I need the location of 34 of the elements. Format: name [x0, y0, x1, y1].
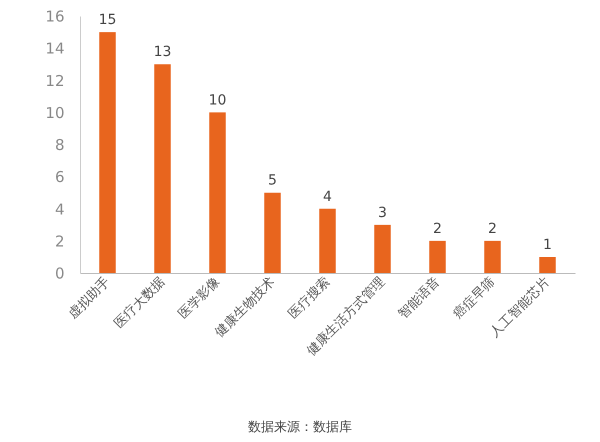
bar — [374, 224, 391, 273]
y-tick-label: 10 — [45, 104, 64, 122]
y-tick-label: 4 — [54, 200, 64, 218]
bar — [264, 192, 281, 273]
x-tick-label: 医疗搜索 — [286, 274, 334, 322]
bar — [319, 208, 336, 273]
bar — [484, 240, 501, 273]
data-label: 2 — [488, 220, 497, 237]
data-label: 3 — [378, 204, 387, 221]
source-note: 数据来源：数据库 — [247, 420, 353, 436]
data-label: 15 — [98, 12, 116, 28]
data-label: 13 — [154, 44, 172, 60]
y-tick-label: 8 — [54, 136, 64, 154]
x-tick-label: 虚拟助手 — [66, 274, 114, 322]
x-tick-label: 癌症早筛 — [450, 274, 498, 322]
y-tick-label: 6 — [54, 168, 64, 186]
bar — [154, 64, 171, 273]
data-label: 4 — [323, 188, 332, 205]
data-label: 1 — [543, 236, 552, 253]
bar — [99, 32, 116, 273]
bar — [209, 112, 226, 273]
y-tick-label: 16 — [45, 8, 64, 26]
bar — [539, 256, 556, 273]
data-label: 2 — [433, 220, 442, 237]
y-tick-label: 0 — [54, 264, 64, 282]
data-label: 10 — [208, 92, 226, 108]
x-tick-label: 智能语音 — [396, 274, 444, 322]
data-label: 5 — [268, 172, 277, 189]
y-tick-label: 2 — [54, 232, 64, 250]
x-tick-label: 医学影像 — [176, 274, 224, 322]
y-tick-label: 14 — [45, 40, 64, 58]
y-tick-label: 12 — [45, 72, 64, 90]
x-tick-label: 医疗大数据 — [112, 274, 168, 332]
bar — [429, 240, 446, 273]
